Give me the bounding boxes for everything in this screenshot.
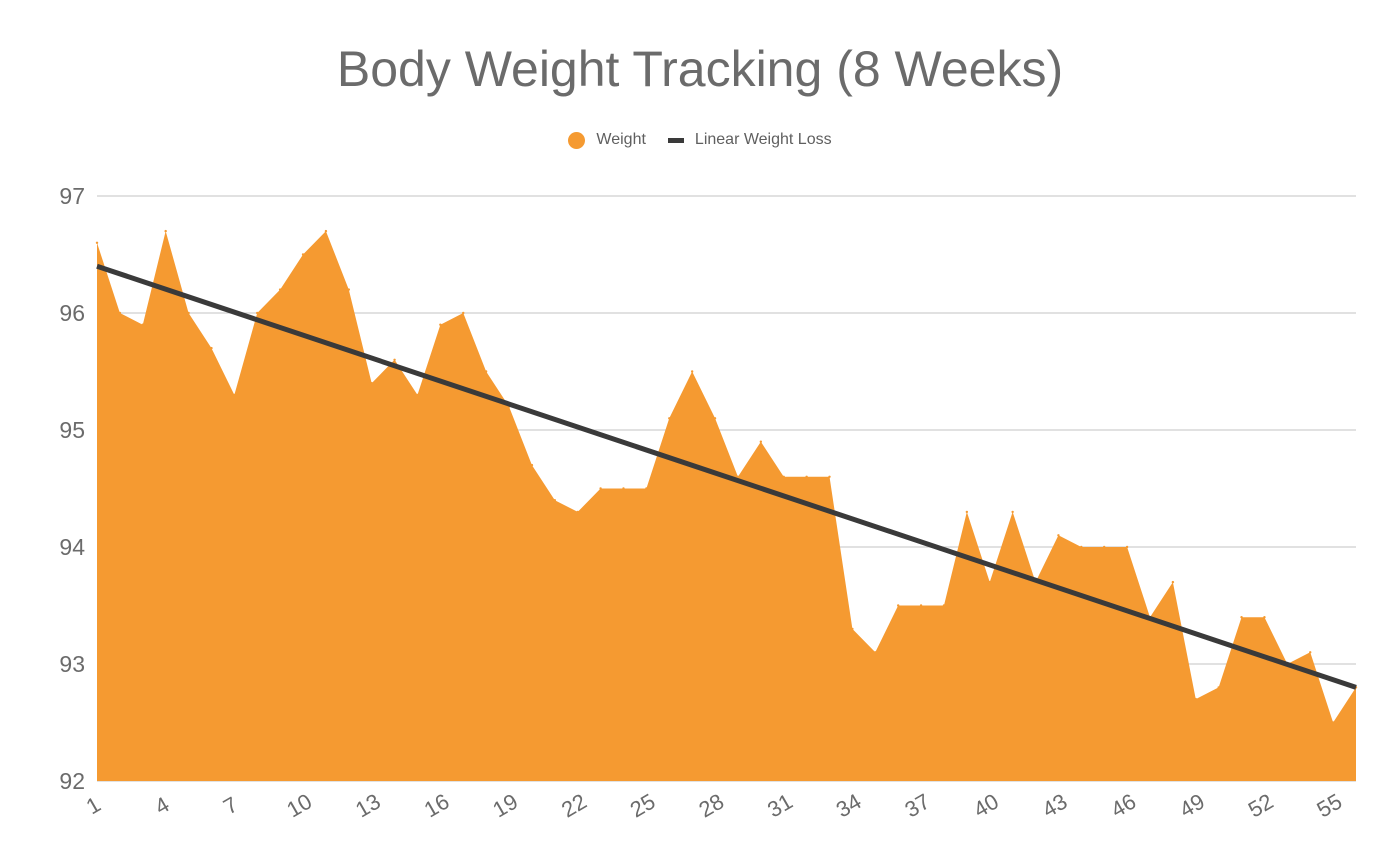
x-tick-label: 31 [763, 789, 797, 823]
weight-point [599, 487, 602, 490]
weight-point [370, 382, 373, 385]
weight-point [1217, 686, 1220, 689]
legend-label-weight: Weight [596, 131, 646, 148]
weight-point [1263, 616, 1266, 619]
weight-point [210, 346, 213, 350]
weight-point [118, 311, 122, 315]
y-tick-label: 95 [59, 417, 85, 443]
weight-point [919, 604, 923, 607]
x-tick-label: 25 [626, 789, 660, 823]
x-tick-label: 55 [1313, 789, 1347, 823]
x-tick-label: 34 [832, 789, 866, 823]
weight-point [278, 288, 282, 291]
weight-point [759, 440, 763, 443]
weight-point [439, 323, 442, 326]
weight-point [782, 475, 785, 478]
weight-point [164, 229, 167, 233]
linear-weight-loss-line [96, 263, 1357, 690]
x-tick-label: 49 [1175, 789, 1209, 823]
weight-point [988, 580, 991, 584]
weight-point [874, 651, 877, 654]
x-tick-label: 4 [150, 792, 173, 820]
weight-point [1011, 510, 1014, 514]
y-tick-label: 92 [59, 768, 85, 794]
weight-point [324, 229, 328, 233]
weight-point [1171, 580, 1175, 584]
weight-point [965, 510, 969, 514]
dot-icon [568, 131, 586, 149]
weight-point [668, 417, 671, 420]
weight-point [95, 241, 99, 244]
weight-point [256, 311, 259, 315]
weight-point [484, 370, 488, 373]
weight-point [530, 463, 534, 467]
y-tick-label: 94 [59, 534, 85, 560]
y-tick-label: 96 [59, 300, 85, 326]
x-tick-label: 40 [969, 789, 1003, 823]
line-dash-icon [667, 137, 684, 143]
weight-point [393, 358, 396, 361]
weight-point [1125, 545, 1129, 549]
weight-point [645, 487, 648, 490]
x-tick-label: 19 [488, 789, 522, 823]
weight-point [187, 311, 190, 315]
y-tick-label: 97 [59, 183, 85, 209]
x-tick-label: 43 [1038, 789, 1072, 823]
weight-point [736, 475, 740, 478]
weight-point [1331, 721, 1335, 724]
legend-item-weight[interactable]: Weight [568, 131, 646, 149]
weight-point [1240, 616, 1243, 619]
weight-point [141, 323, 144, 326]
weight-point [553, 499, 557, 502]
legend-label-linear-weight-loss: Linear Weight Loss [694, 131, 832, 148]
weight-point [1080, 545, 1083, 549]
weight-point [1309, 651, 1312, 654]
x-tick-label: 46 [1106, 789, 1140, 823]
legend: Weight Linear Weight Loss [0, 131, 1400, 149]
x-tick-label: 22 [557, 789, 591, 823]
weight-point [347, 288, 350, 291]
weight-point [690, 370, 694, 373]
weight-point [942, 604, 946, 607]
x-tick-label: 13 [351, 789, 385, 823]
weight-point [896, 604, 900, 607]
weight-point [622, 487, 625, 490]
x-tick-label: 52 [1244, 789, 1278, 823]
weight-point [851, 627, 854, 631]
x-tick-label: 28 [694, 789, 728, 823]
x-tick-label: 7 [219, 792, 242, 820]
weight-point [1103, 545, 1106, 549]
weight-area [97, 231, 1356, 782]
weight-point [1194, 697, 1197, 701]
weight-point [713, 417, 717, 420]
weight-point [233, 393, 236, 397]
y-tick-label: 93 [59, 651, 85, 677]
legend-item-linear-weight-loss[interactable]: Linear Weight Loss [667, 131, 832, 149]
weight-point [828, 475, 831, 478]
weight-point [416, 393, 419, 397]
weight-point [301, 253, 305, 256]
x-tick-label: 16 [420, 789, 454, 823]
weight-point [462, 311, 465, 315]
weight-point [805, 475, 808, 478]
weight-point [1057, 534, 1060, 537]
x-tick-label: 10 [282, 789, 316, 823]
x-tick-label: 1 [82, 792, 105, 820]
x-tick-label: 37 [900, 789, 934, 823]
chart-title: Body Weight Tracking (8 Weeks) [336, 41, 1064, 97]
weight-point [576, 510, 579, 514]
